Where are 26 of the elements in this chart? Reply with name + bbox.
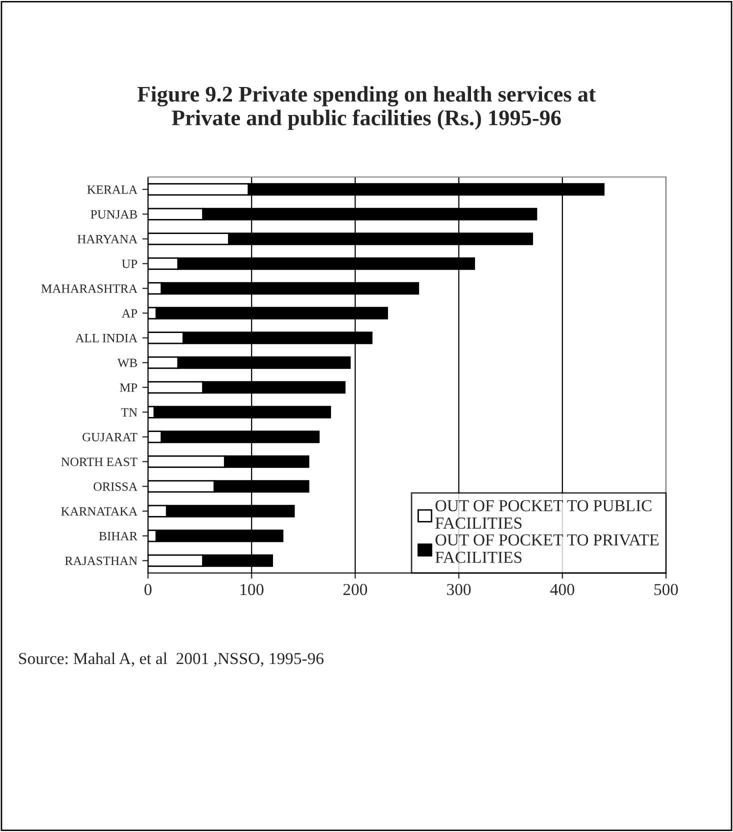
y-tick-label: TN: [121, 408, 138, 416]
y-tick-label: MP: [120, 384, 138, 392]
y-tick-label: NORTH EAST: [61, 458, 138, 466]
y-tick-label: ALL INDIA: [75, 334, 138, 342]
y-tick-label: WB: [117, 358, 137, 368]
y-tick-label: RAJASTHAN: [65, 556, 138, 566]
legend-label: OUT OF POCKET TO PUBLIC FACILITIES: [435, 500, 652, 529]
y-tick-label: ORISSA: [94, 482, 138, 491]
y-tick-label: BIHAR: [99, 532, 138, 540]
x-tick-label: 400: [550, 584, 574, 596]
y-tick-label: UP: [122, 260, 138, 268]
x-tick-label: 300: [447, 584, 471, 596]
y-tick-label: PUNJAB: [90, 210, 137, 219]
y-tick-label: KERALA: [87, 185, 138, 194]
x-tick-label: 500: [654, 584, 678, 596]
legend-label: OUT OF POCKET TO PRIVATE FACILITIES: [435, 534, 659, 563]
x-tick-label: 200: [343, 584, 368, 596]
chart-title: Figure 9.2 Private spending on health services at Private and public facilities (Rs.) 1995-96: [137, 86, 596, 130]
y-tick-label: KARNATAKA: [61, 507, 138, 516]
y-tick-label: HARYANA: [78, 234, 138, 244]
y-tick-label: GUJARAT: [82, 432, 138, 442]
source-note: Source: Mahal A, et al 2001 ,NSSO, 1995-96: [19, 652, 324, 667]
y-tick-label: AP: [122, 309, 138, 318]
y-tick-label: MAHARASHTRA: [41, 284, 138, 293]
x-tick-label: 100: [240, 584, 264, 596]
x-tick-label: 0: [144, 584, 152, 596]
